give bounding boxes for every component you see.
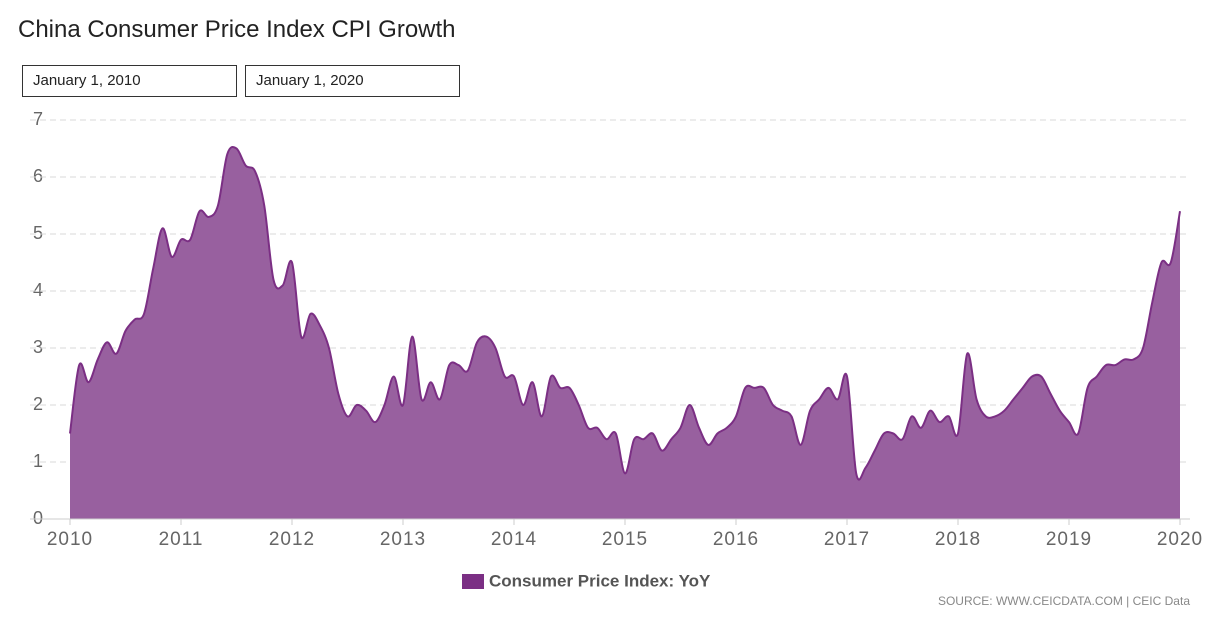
area-fill	[70, 146, 1180, 519]
source-note: SOURCE: WWW.CEICDATA.COM | CEIC Data	[938, 594, 1190, 608]
x-tick-label: 2018	[935, 529, 981, 550]
x-tick-label: 2020	[1157, 529, 1203, 550]
legend-label: Consumer Price Index: YoY	[489, 571, 711, 590]
x-tick-label: 2019	[1046, 529, 1092, 550]
y-tick-label: 5	[33, 223, 43, 243]
series-line	[69, 145, 1181, 481]
legend-swatch	[462, 574, 484, 589]
x-tick-label: 2010	[47, 529, 93, 550]
x-tick-label: 2012	[269, 529, 315, 550]
y-tick-label: 0	[33, 508, 43, 528]
end-date-input[interactable]: January 1, 2020	[245, 65, 460, 97]
y-tick-label: 3	[33, 337, 43, 357]
x-tick-label: 2017	[824, 529, 870, 550]
x-tick-label: 2011	[159, 529, 204, 550]
start-date-input[interactable]: January 1, 2010	[22, 65, 237, 97]
y-tick-label: 2	[33, 394, 43, 414]
y-tick-label: 7	[33, 109, 43, 129]
x-tick-label: 2015	[602, 529, 648, 550]
x-tick-label: 2016	[713, 529, 759, 550]
x-tick-label: 2013	[380, 529, 426, 550]
y-tick-label: 6	[33, 166, 43, 186]
x-tick-label: 2014	[491, 529, 537, 550]
y-tick-label: 1	[33, 451, 43, 471]
chart-title: China Consumer Price Index CPI Growth	[18, 16, 456, 43]
y-tick-label: 4	[33, 280, 43, 300]
